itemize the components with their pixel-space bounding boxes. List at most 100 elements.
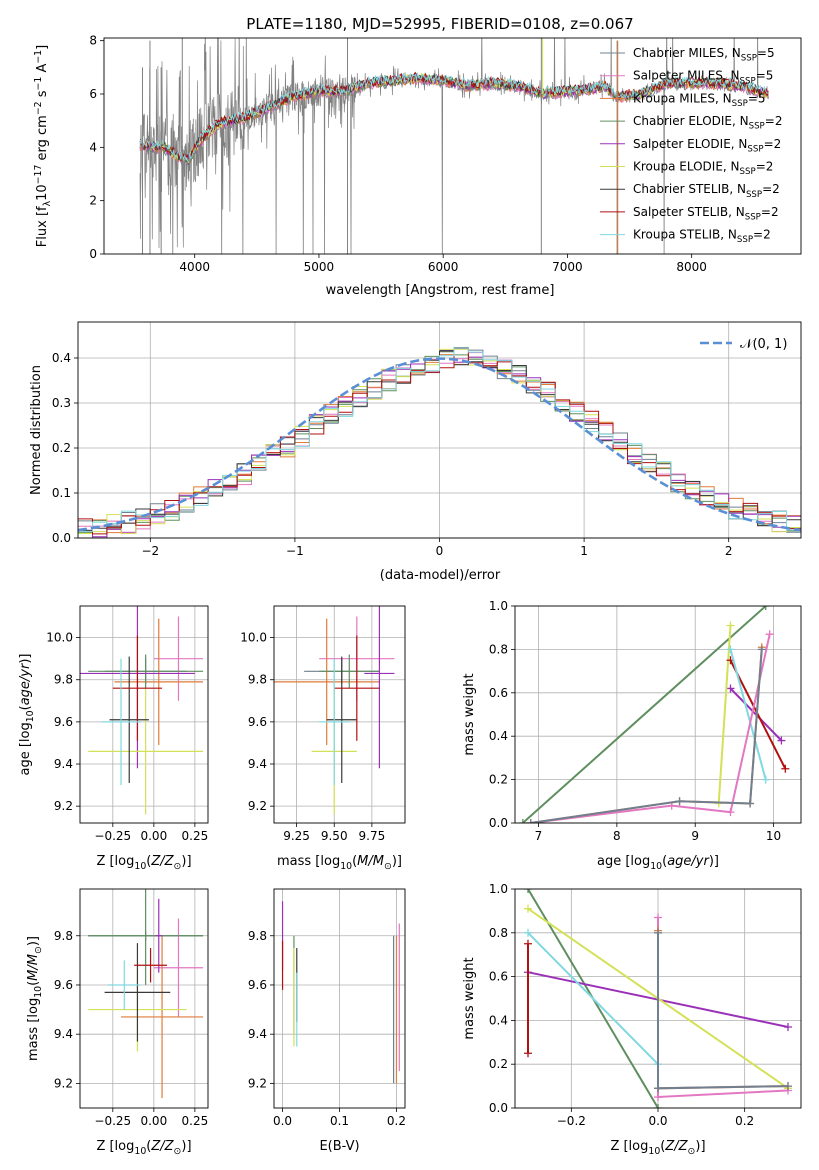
mass-weight-marker xyxy=(746,799,755,808)
x-axis-label-part: age/yr xyxy=(667,854,710,869)
plot-area xyxy=(139,38,769,254)
y-tick-label: 8 xyxy=(89,34,97,48)
plot-area xyxy=(524,889,792,1108)
legend-entry: Kroupa ELODIE, NSSP=2 xyxy=(633,160,773,178)
x-tick-label: 8000 xyxy=(676,260,707,274)
mass-weight-line xyxy=(657,930,789,1090)
legend-entry-part: Salpeter MILES, N xyxy=(633,69,740,83)
y-axis-label-part: A xyxy=(35,64,50,77)
y-axis-label-part: −1 xyxy=(33,50,44,64)
legend-entry-part: Chabrier MILES, N xyxy=(633,46,741,60)
legend-entry-part: SSP xyxy=(747,144,763,154)
y-tick-label: 6 xyxy=(89,87,97,101)
mass-weight-marker xyxy=(524,939,532,948)
panel-mass-vs-ebv xyxy=(274,889,405,1108)
x-tick-label: 0 xyxy=(436,544,444,558)
y-axis-label-part: age/yr xyxy=(18,662,33,705)
x-tick-label: 10 xyxy=(766,829,781,843)
y-tick-label: 0.8 xyxy=(489,926,508,940)
legend-entry-part: =2 xyxy=(765,114,783,128)
plot-area xyxy=(80,606,204,815)
y-tick-label: 0.4 xyxy=(489,1013,508,1027)
x-axis-label-part: )] xyxy=(392,854,402,869)
x-axis-label-part: ( xyxy=(146,854,151,869)
y-axis-label-part: erg cm xyxy=(35,115,50,164)
y-tick-label: 10.0 xyxy=(46,631,73,645)
y-axis-label-part: ( xyxy=(26,981,41,986)
plot-area xyxy=(274,606,395,815)
y-tick-label: 0.6 xyxy=(489,686,508,700)
y-axis-label-part: λ xyxy=(42,200,53,206)
y-tick-label: 0.3 xyxy=(52,396,71,410)
mass-weight-marker xyxy=(654,928,662,937)
mass-weight-marker xyxy=(524,1049,532,1058)
legend-entry: Chabrier STELIB, NSSP=2 xyxy=(633,182,780,200)
y-tick-label: 9.2 xyxy=(248,1076,267,1090)
y-tick-label: 9.8 xyxy=(248,673,267,687)
x-tick-label: 0.2 xyxy=(387,1114,406,1128)
y-tick-label: 0.6 xyxy=(489,970,508,984)
y-axis-label-part: 10 xyxy=(25,710,36,722)
panel-mass-vs-Z xyxy=(80,889,208,1108)
y-tick-label: 1.0 xyxy=(489,882,508,896)
mass-weight-marker xyxy=(777,736,786,745)
y-axis-label-part: )] xyxy=(26,936,41,946)
legend-entry-part: SSP xyxy=(737,235,753,245)
mass-weight-marker xyxy=(524,928,532,937)
x-axis-label-part: )] xyxy=(181,1139,191,1154)
x-tick-label: 0.1 xyxy=(330,1114,349,1128)
y-tick-label: 0.1 xyxy=(52,486,71,500)
x-axis-label-part: ( xyxy=(662,854,667,869)
x-axis-label-part: )] xyxy=(709,854,719,869)
x-tick-label: −1 xyxy=(286,544,304,558)
mass-weight-line xyxy=(527,932,659,1065)
panel-mass-weight-vs-Z xyxy=(515,888,801,1109)
y-tick-label: 0.0 xyxy=(489,816,508,830)
legend-entry-part: SSP xyxy=(740,167,756,177)
plot-area xyxy=(88,889,204,1099)
axes-frame xyxy=(514,605,802,824)
x-tick-label: 0.25 xyxy=(182,1114,209,1128)
y-tick-label: 0 xyxy=(89,247,97,261)
y-tick-label: 9.8 xyxy=(248,929,267,943)
panel-mass-weight-vs-age xyxy=(515,605,801,824)
y-tick-label: 10.0 xyxy=(240,631,267,645)
x-tick-label: −2 xyxy=(141,544,159,558)
y-axis-label-part: )] xyxy=(18,653,33,663)
x-tick-label: 9 xyxy=(691,829,699,843)
y-tick-label: 0.2 xyxy=(489,773,508,787)
legend-entry: Kroupa MILES, NSSP=5 xyxy=(633,91,766,109)
x-tick-label: 2 xyxy=(725,544,733,558)
x-axis-label-part: 10 xyxy=(134,861,146,872)
x-axis-label-part: )] xyxy=(695,1139,705,1154)
mass-weight-line xyxy=(530,649,763,823)
y-tick-label: 9.6 xyxy=(248,715,267,729)
mass-weight-marker xyxy=(765,630,774,639)
legend-entry-part: =2 xyxy=(762,182,780,196)
y-tick-label: 0.8 xyxy=(489,642,508,656)
y-tick-label: 0.2 xyxy=(489,1057,508,1071)
x-axis-label-part: ⊙ xyxy=(384,861,392,872)
legend-entry: Salpeter ELODIE, NSSP=2 xyxy=(633,137,781,155)
y-tick-label: 0.2 xyxy=(52,441,71,455)
y-axis-label-part: 10 xyxy=(35,184,50,201)
x-tick-label: 0.0 xyxy=(648,1114,667,1128)
legend-entry-part: =2 xyxy=(764,137,782,151)
legend-entry-part: SSP xyxy=(746,190,762,200)
legend-entry-part: =5 xyxy=(757,46,775,60)
model-spectrum xyxy=(139,72,769,164)
mass-weight-marker xyxy=(726,808,735,817)
axes-frame xyxy=(273,605,406,824)
y-tick-label: 9.6 xyxy=(248,978,267,992)
mass-weight-marker xyxy=(726,645,735,654)
x-axis-label-part: ( xyxy=(660,1139,665,1154)
legend-entry-part: =5 xyxy=(756,69,774,83)
y-axis-label-part: ⊙ xyxy=(33,946,44,954)
x-tick-label: 0.0 xyxy=(273,1114,292,1128)
mass-weight-marker xyxy=(518,819,527,823)
y-axis-label-part: mass [log xyxy=(26,998,41,1061)
model-spectrum xyxy=(139,71,769,165)
legend-entry-part: SSP xyxy=(749,122,765,132)
y-tick-label: 1.0 xyxy=(489,599,508,613)
